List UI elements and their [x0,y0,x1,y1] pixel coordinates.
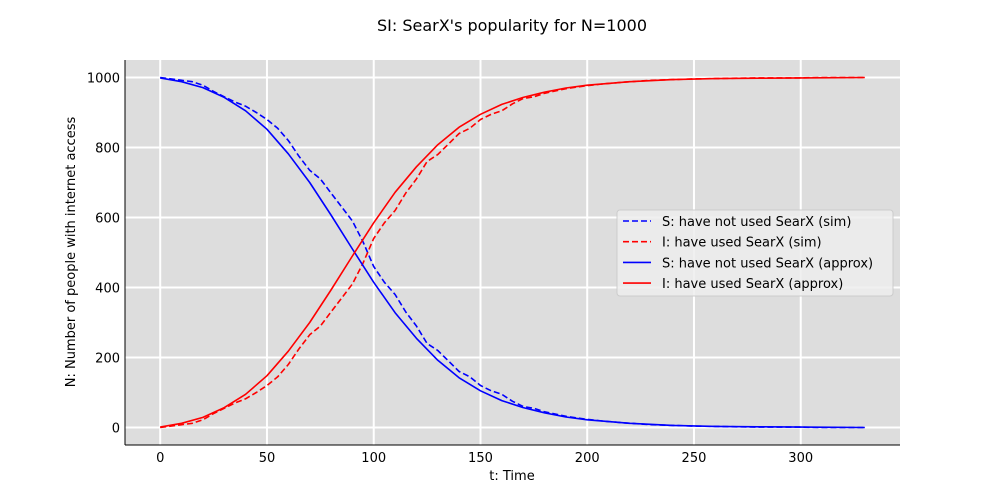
x-tick-label: 150 [468,451,493,466]
x-tick-label: 0 [156,451,164,466]
x-axis-label: t: Time [489,469,534,484]
legend-box [616,209,894,297]
y-axis-label: N: Number of people with internet access [64,117,79,388]
legend: S: have not used SearX (sim) I: have used… [616,209,894,297]
legend-items: S: have not used SearX (sim) I: have used… [623,215,873,292]
y-tick-label: 200 [95,352,120,367]
series-line-3 [160,77,865,429]
axes [124,60,900,446]
y-tick-label: 0 [112,422,120,437]
series-lines [160,76,865,429]
x-tick-label: 100 [361,451,386,466]
legend-label-4: I: have used SearX (approx) [662,277,843,292]
x-tick-label: 300 [788,451,813,466]
legend-label-2: I: have used SearX (sim) [662,236,822,251]
series-line-4 [160,76,865,428]
chart-title: SI: SearX's popularity for N=1000 [377,16,647,35]
y-tick-label: 1000 [87,72,120,87]
x-tick-label: 250 [682,451,707,466]
y-tick-label: 400 [95,282,120,297]
y-tick-label: 600 [95,212,120,227]
x-tick-label: 200 [575,451,600,466]
y-tick-label: 800 [95,142,120,157]
legend-label-3: S: have not used SearX (approx) [662,256,873,271]
ticks: 0 50 100 150 200 250 300 0 200 400 600 800 1000 [87,72,813,467]
x-tick-label: 50 [259,451,276,466]
legend-label-1: S: have not used SearX (sim) [662,215,851,230]
